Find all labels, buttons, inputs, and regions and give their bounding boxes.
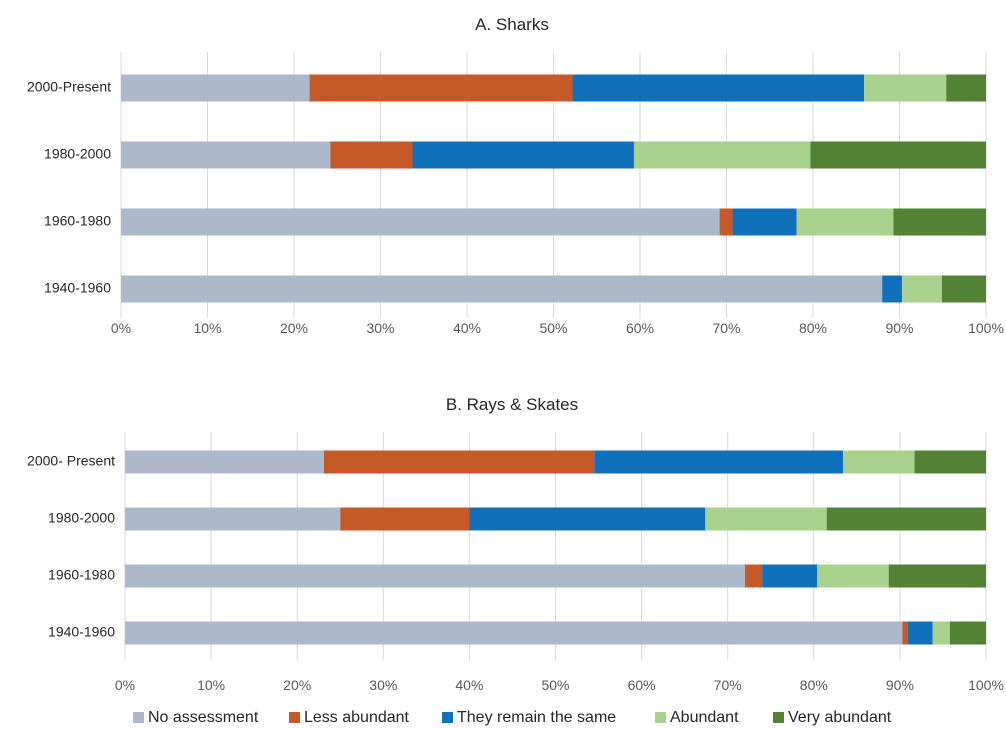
chart-rays-skates: B. Rays & Skates 2000- Present 1980-2000 1… — [27, 395, 1004, 693]
legend-item: Abundant — [655, 709, 739, 726]
x-tick-label: 10% — [197, 677, 225, 693]
x-tick-labels-sharks: 0% 10% 20% 30% 40% 50% 60% 70% 80% 90% 100% — [111, 320, 1004, 336]
x-tick-label: 70% — [714, 677, 742, 693]
bar-segment — [744, 564, 763, 588]
bar-segment — [309, 74, 573, 102]
chart-title-sharks: A. Sharks — [475, 15, 549, 34]
bar-segment — [888, 564, 986, 588]
x-tick-label: 40% — [455, 677, 483, 693]
legend-swatch — [773, 712, 784, 723]
bar-segment — [323, 450, 595, 474]
bars-rays-skates — [125, 450, 986, 645]
category-label: 2000- Present — [27, 453, 115, 469]
bar-segment — [121, 74, 310, 102]
category-label: 1980-2000 — [44, 146, 111, 162]
x-tick-label: 50% — [541, 677, 569, 693]
category-label: 1940-1960 — [44, 280, 111, 296]
x-tick-labels-rays-skates: 0% 10% 20% 30% 40% 50% 60% 70% 80% 90% 100% — [115, 677, 1004, 693]
bar-segment — [594, 450, 844, 474]
x-tick-label: 80% — [800, 677, 828, 693]
x-tick-label: 30% — [366, 320, 394, 336]
bar-segment — [330, 141, 413, 169]
x-tick-label: 60% — [626, 320, 654, 336]
bar-segment — [946, 74, 986, 102]
x-tick-label: 80% — [799, 320, 827, 336]
bar-segment — [125, 564, 745, 588]
legend-label: No assessment — [148, 709, 259, 726]
bar-segment — [902, 275, 942, 303]
category-label: 1980-2000 — [48, 510, 115, 526]
bar-segment — [705, 507, 827, 531]
chart-sharks: A. Sharks 2000-Present 1980-2000 1960-1980… — [27, 15, 1004, 336]
legend-swatch — [655, 712, 666, 723]
x-tick-label: 70% — [712, 320, 740, 336]
category-labels-rays-skates: 2000- Present 1980-2000 1960-1980 1940-1960 — [27, 453, 115, 640]
bar-segment — [941, 275, 986, 303]
legend-label: They remain the same — [457, 709, 616, 726]
legend-item: They remain the same — [442, 709, 616, 726]
x-tick-label: 100% — [968, 677, 1004, 693]
legend-item: No assessment — [133, 709, 259, 726]
bar-segment — [817, 564, 889, 588]
category-label: 1960-1980 — [44, 213, 111, 229]
legend-swatch — [289, 712, 300, 723]
x-tick-label: 0% — [115, 677, 135, 693]
x-tick-label: 0% — [111, 320, 131, 336]
bar-segment — [882, 275, 903, 303]
category-label: 1960-1980 — [48, 567, 115, 583]
bar-segment — [125, 621, 903, 645]
bar-segment — [121, 141, 331, 169]
x-tick-label: 50% — [539, 320, 567, 336]
bar-segment — [826, 507, 986, 531]
x-tick-label: 30% — [369, 677, 397, 693]
x-tick-label: 40% — [453, 320, 481, 336]
legend-label: Abundant — [670, 709, 739, 726]
bar-segment — [469, 507, 706, 531]
bar-segment — [572, 74, 865, 102]
bar-segment — [412, 141, 634, 169]
legend-swatch — [442, 712, 453, 723]
category-label: 1940-1960 — [48, 624, 115, 640]
x-tick-label: 100% — [968, 320, 1004, 336]
x-tick-label: 90% — [886, 677, 914, 693]
legend-swatch — [133, 712, 144, 723]
x-tick-label: 20% — [283, 677, 311, 693]
category-label: 2000-Present — [27, 79, 111, 95]
legend-item: Less abundant — [289, 709, 410, 726]
bar-segment — [121, 208, 720, 236]
legend-label: Less abundant — [304, 709, 410, 726]
legend: No assessment Less abundant They remain th… — [133, 709, 892, 726]
bar-segment — [893, 208, 986, 236]
bar-segment — [932, 621, 950, 645]
bar-segment — [864, 74, 947, 102]
bar-segment — [125, 450, 324, 474]
legend-label: Very abundant — [788, 709, 892, 726]
bar-segment — [340, 507, 470, 531]
bar-segment — [719, 208, 733, 236]
bar-segment — [949, 621, 986, 645]
x-tick-label: 90% — [885, 320, 913, 336]
bar-segment — [125, 507, 341, 531]
x-tick-label: 60% — [628, 677, 656, 693]
bars-sharks — [121, 74, 986, 303]
bar-segment — [796, 208, 894, 236]
chart-title-rays-skates: B. Rays & Skates — [446, 395, 578, 414]
bar-segment — [907, 621, 933, 645]
bar-segment — [843, 450, 915, 474]
x-tick-label: 20% — [280, 320, 308, 336]
bar-segment — [914, 450, 986, 474]
bar-segment — [633, 141, 811, 169]
bar-segment — [121, 275, 883, 303]
category-labels-sharks: 2000-Present 1980-2000 1960-1980 1940-1960 — [27, 79, 111, 296]
bar-segment — [762, 564, 818, 588]
x-tick-label: 10% — [193, 320, 221, 336]
bar-segment — [732, 208, 797, 236]
legend-item: Very abundant — [773, 709, 892, 726]
bar-segment — [810, 141, 986, 169]
bar-segment — [902, 621, 908, 645]
